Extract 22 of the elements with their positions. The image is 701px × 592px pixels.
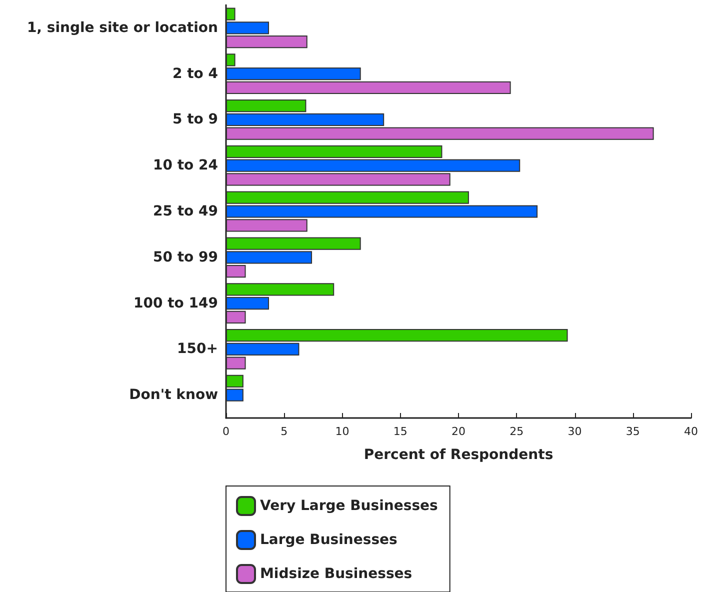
x-tick-label: 25 xyxy=(510,425,524,438)
x-tick-label: 10 xyxy=(335,425,350,438)
y-tick-label: 100 to 149 xyxy=(133,295,218,312)
x-tick-label: 35 xyxy=(626,425,640,438)
y-tick-label: 25 to 49 xyxy=(152,204,218,220)
x-tick-label: 30 xyxy=(568,425,582,438)
y-tick-label: 5 to 9 xyxy=(172,112,218,128)
x-tick-label: 40 xyxy=(684,425,698,438)
legend-label: Midsize Businesses xyxy=(260,566,412,582)
y-tick-label: 1, single site or location xyxy=(26,20,218,36)
x-tick-label: 15 xyxy=(393,425,408,438)
x-tick-label: 5 xyxy=(280,425,288,438)
x-tick-label: 0 xyxy=(222,425,230,438)
legend-label: Large Businesses xyxy=(260,532,398,548)
x-tick-label: 20 xyxy=(452,425,466,438)
y-tick-label: Don't know xyxy=(129,387,218,404)
x-axis-title: Percent of Respondents xyxy=(364,447,554,463)
y-tick-label: 10 to 24 xyxy=(152,158,218,174)
legend-label: Very Large Businesses xyxy=(260,498,438,514)
y-tick-label: 150+ xyxy=(177,341,218,358)
y-tick-label: 50 to 99 xyxy=(152,249,218,266)
y-tick-label: 2 to 4 xyxy=(172,66,218,82)
